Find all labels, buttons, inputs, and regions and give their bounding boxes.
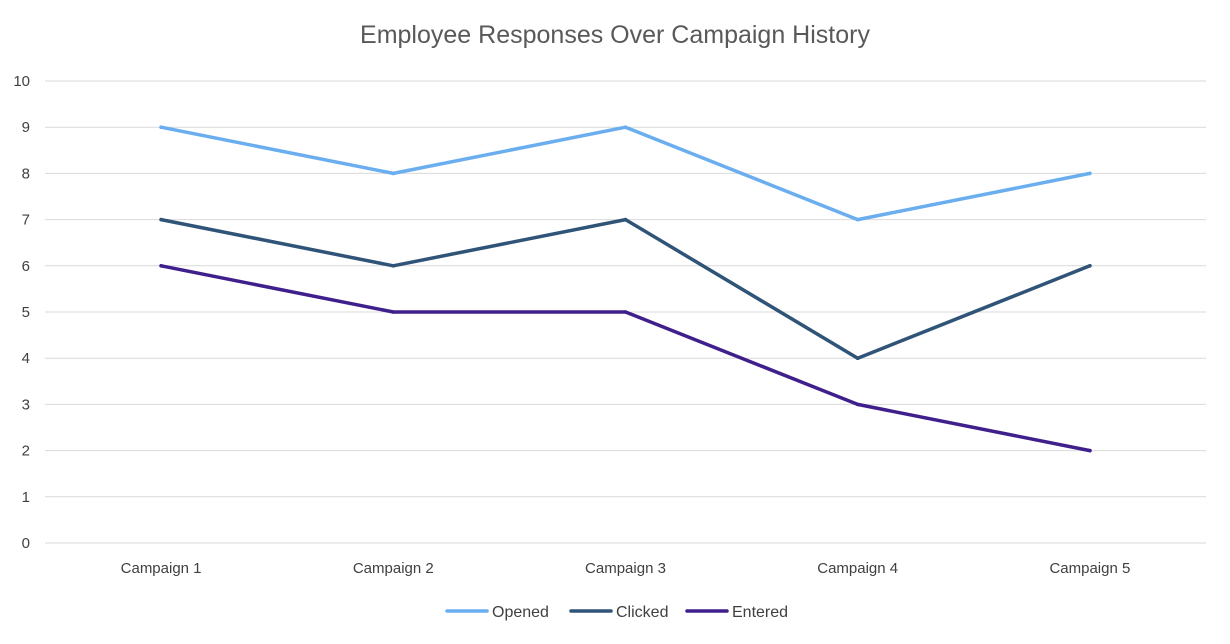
y-tick-label: 5: [22, 304, 30, 321]
y-tick-label: 3: [22, 396, 30, 413]
y-tick-label: 6: [22, 258, 30, 275]
data-point: [391, 310, 396, 314]
y-tick-label: 1: [22, 489, 30, 506]
y-tick-label: 2: [22, 443, 30, 460]
chart-title: Employee Responses Over Campaign History: [360, 21, 870, 49]
y-tick-label: 10: [13, 73, 30, 90]
legend-label: Clicked: [616, 604, 668, 621]
legend-label: Opened: [492, 604, 549, 621]
x-tick-label: Campaign 3: [585, 560, 666, 577]
data-point: [159, 217, 163, 222]
x-axis-ticks: Campaign 1 Campaign 2 Campaign 3 Campaign 4…: [121, 560, 1131, 577]
data-point: [391, 171, 396, 176]
legend: Opened Clicked Entered: [445, 604, 788, 621]
y-axis-ticks: 0 1 2 3 4 5 6 7 8 9 10: [13, 73, 30, 552]
data-point: [159, 125, 163, 129]
data-point: [1088, 448, 1092, 453]
y-tick-label: 4: [22, 350, 30, 367]
data-point: [391, 264, 396, 268]
data-point: [1088, 171, 1092, 176]
y-tick-label: 7: [22, 212, 30, 229]
data-point: [855, 217, 860, 222]
data-point: [855, 356, 860, 361]
x-tick-label: Campaign 2: [353, 560, 434, 577]
data-point: [623, 310, 628, 314]
series-lines: [159, 125, 1092, 453]
data-point: [1088, 264, 1092, 268]
data-point: [159, 264, 163, 268]
y-tick-label: 0: [22, 535, 30, 552]
x-tick-label: Campaign 4: [817, 560, 898, 577]
series-line-clicked: [159, 217, 1092, 360]
y-tick-label: 8: [22, 165, 30, 182]
data-point: [623, 217, 628, 222]
x-tick-label: Campaign 5: [1049, 560, 1130, 577]
data-point: [855, 402, 860, 407]
data-point: [623, 125, 628, 129]
y-tick-label: 9: [22, 119, 30, 136]
x-tick-label: Campaign 1: [121, 560, 202, 577]
legend-label: Entered: [732, 604, 788, 621]
